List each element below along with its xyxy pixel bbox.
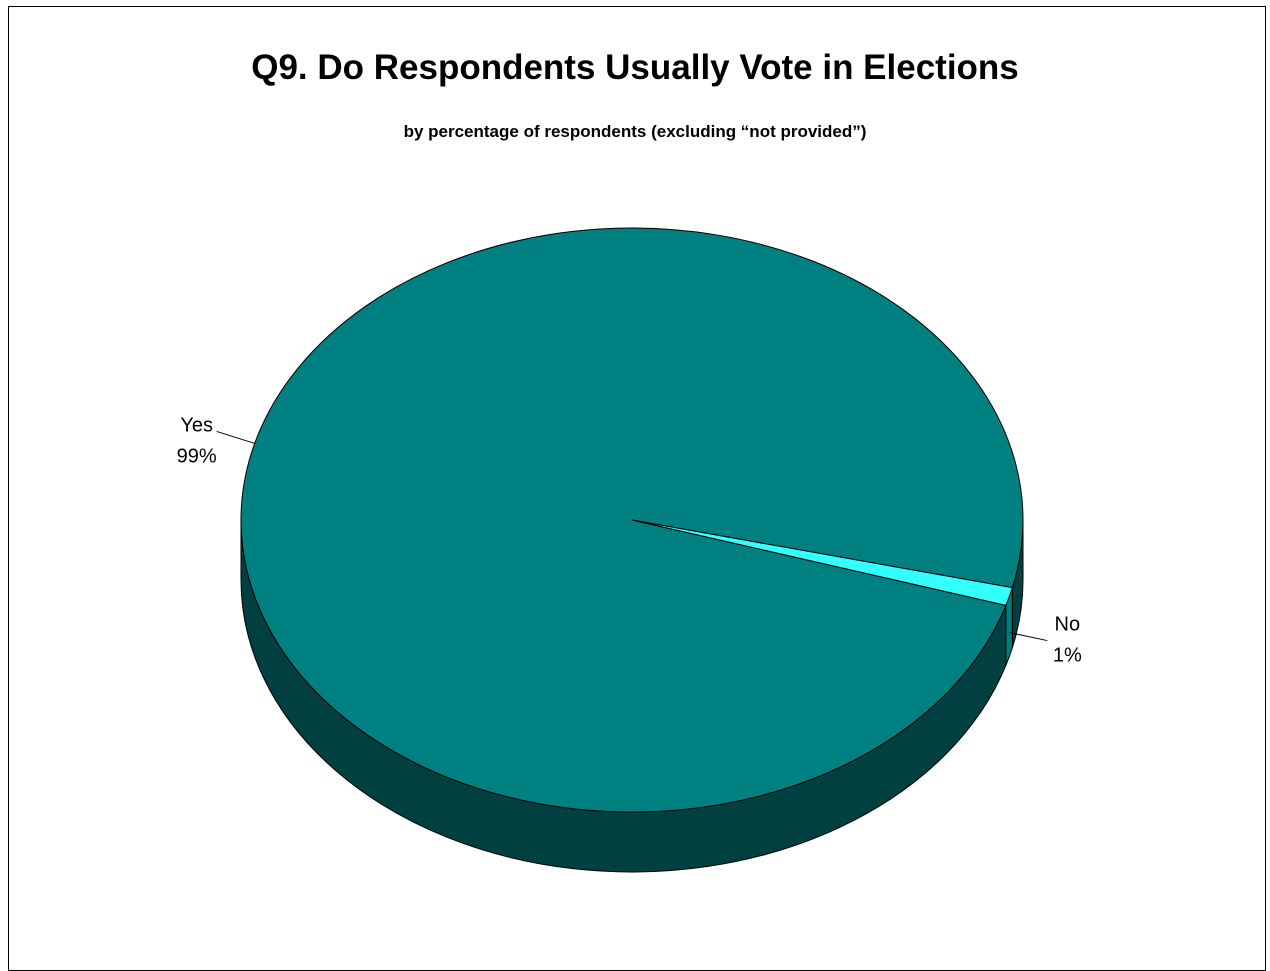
chart-subtitle: by percentage of respondents (excluding … [403,122,867,141]
leader-line-no [1009,632,1048,642]
chart-title: Q9. Do Respondents Usually Vote in Elect… [251,48,1019,87]
pie-slice-yes [240,227,1024,813]
pie-labels: Yes 99% No 1% [177,414,1082,666]
data-label-no-category: No [1055,614,1081,636]
data-label-no-value: 1% [1053,645,1082,667]
data-label-yes-category: Yes [180,414,213,436]
pie-slice-no [631,519,1014,606]
leader-line-yes [216,430,255,444]
pie-slices [240,227,1024,813]
data-label-yes-value: 99% [177,445,217,467]
